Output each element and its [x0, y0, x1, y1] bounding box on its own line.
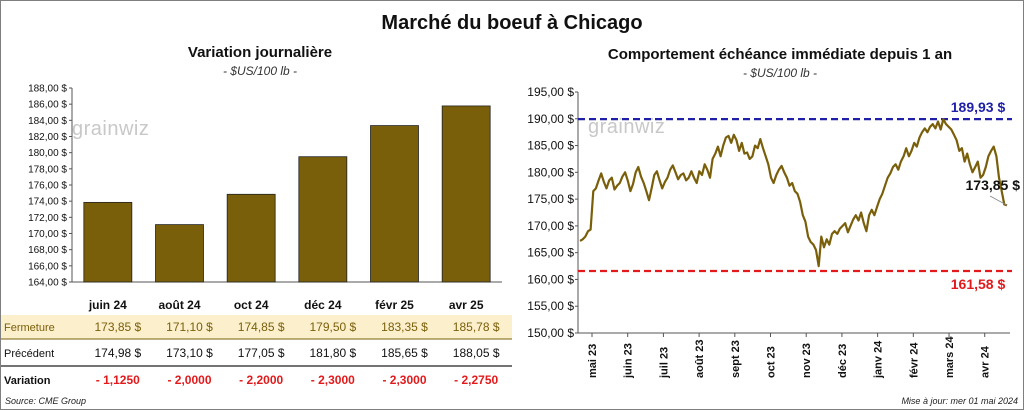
table-row-label-fermeture: Fermeture: [4, 322, 55, 334]
bar: [83, 201, 133, 283]
table-cell-fermeture: 179,50 $: [309, 320, 356, 334]
table-row-fermeture-bg: [1, 315, 512, 339]
right-x-tick-label: janv 24: [873, 340, 885, 379]
table-cell-variation: - 2,2750: [454, 373, 498, 387]
right-y-tick-label: 160,00 $: [527, 272, 574, 286]
right-x-tick-label: mai 23: [587, 344, 599, 378]
left-y-tick-label: 186,00 $: [28, 100, 67, 111]
left-logo: grainwiz: [72, 118, 150, 140]
right-y-tick-label: 180,00 $: [527, 165, 574, 179]
bar: [298, 156, 348, 283]
right-x-tick-label: juil 23: [658, 347, 670, 379]
left-y-tick-label: 182,00 $: [28, 132, 67, 143]
reference-line-label: 189,93 $: [951, 99, 1006, 115]
right-y-tick-label: 155,00 $: [527, 299, 574, 313]
left-y-tick-label: 180,00 $: [28, 148, 67, 159]
table-cell-variation: - 1,1250: [96, 373, 140, 387]
right-y-tick-label: 165,00 $: [527, 246, 574, 260]
left-y-tick-label: 184,00 $: [28, 116, 67, 127]
right-x-tick-label: nov 23: [801, 343, 813, 378]
table-cell-precedent: 174,98 $: [94, 346, 141, 360]
right-x-tick-label: août 23: [694, 339, 706, 378]
left-x-tick-label: déc 24: [304, 298, 342, 312]
left-y-tick-label: 176,00 $: [28, 181, 67, 192]
right-x-tick-label: oct 23: [766, 346, 778, 378]
price-series-line: [579, 118, 1008, 268]
table-cell-fermeture: 173,85 $: [94, 320, 141, 334]
table-cell-fermeture: 174,85 $: [238, 320, 285, 334]
last-value-label: 173,85 $: [966, 177, 1021, 193]
table-cell-fermeture: 185,78 $: [453, 320, 500, 334]
left-y-tick-label: 174,00 $: [28, 197, 67, 208]
left-x-tick-label: févr 25: [375, 298, 414, 312]
table-cell-precedent: 181,80 $: [309, 346, 356, 360]
table-cell-fermeture: 183,35 $: [381, 320, 428, 334]
table-cell-precedent: 185,65 $: [381, 346, 428, 360]
right-x-tick-label: avr 24: [980, 345, 992, 378]
right-y-tick-label: 190,00 $: [527, 112, 574, 126]
left-x-tick-label: juin 24: [88, 298, 127, 312]
right-chart-title: Comportement échéance immédiate depuis 1…: [607, 46, 953, 63]
right-y-tick-label: 185,00 $: [527, 139, 574, 153]
right-x-tick-label: mars 24: [944, 336, 956, 378]
table-cell-variation: - 2,2000: [239, 373, 283, 387]
right-y-tick-label: 150,00 $: [527, 326, 574, 340]
source-note: Source: CME Group: [5, 396, 87, 406]
table-cell-fermeture: 171,10 $: [166, 320, 213, 334]
left-y-tick-label: 172,00 $: [28, 213, 67, 224]
left-x-tick-label: août 24: [158, 298, 200, 312]
right-x-tick-label: sept 23: [730, 340, 742, 378]
right-y-tick-label: 195,00 $: [527, 85, 574, 99]
page-title: Marché du boeuf à Chicago: [381, 12, 643, 34]
bar: [441, 105, 491, 283]
left-y-tick-label: 178,00 $: [28, 164, 67, 175]
table-cell-variation: - 2,0000: [167, 373, 211, 387]
bar: [155, 224, 204, 283]
last-value-leader: [989, 195, 1008, 206]
table-cell-variation: - 2,3000: [311, 373, 355, 387]
table-cell-precedent: 177,05 $: [238, 346, 285, 360]
bar: [226, 193, 276, 283]
reference-line-label: 161,58 $: [951, 276, 1006, 292]
table-cell-precedent: 188,05 $: [453, 346, 500, 360]
table-cell-precedent: 173,10 $: [166, 346, 213, 360]
table-row-label-variation: Variation: [4, 375, 51, 387]
table-row-label-precedent: Précédent: [4, 348, 54, 360]
right-x-tick-label: juin 23: [623, 343, 635, 379]
left-y-tick-label: 168,00 $: [28, 245, 67, 256]
left-y-tick-label: 170,00 $: [28, 229, 67, 240]
right-y-tick-label: 170,00 $: [527, 219, 574, 233]
right-x-tick-label: févr 24: [908, 342, 920, 378]
left-x-tick-label: avr 25: [449, 298, 484, 312]
right-logo: grainwiz: [588, 116, 666, 138]
update-note: Mise à jour: mer 01 mai 2024: [901, 396, 1018, 406]
left-y-tick-label: 164,00 $: [28, 278, 67, 289]
table-cell-variation: - 2,3000: [382, 373, 426, 387]
left-y-tick-label: 166,00 $: [28, 261, 67, 272]
left-x-tick-label: oct 24: [234, 298, 269, 312]
right-x-tick-label: déc 23: [837, 344, 849, 378]
bar: [370, 125, 419, 283]
left-chart-subtitle: - $US/100 lb -: [222, 64, 298, 78]
right-chart-subtitle: - $US/100 lb -: [742, 66, 818, 80]
left-y-tick-label: 188,00 $: [28, 84, 67, 95]
left-chart-title: Variation journalière: [187, 44, 333, 61]
right-y-tick-label: 175,00 $: [527, 192, 574, 206]
